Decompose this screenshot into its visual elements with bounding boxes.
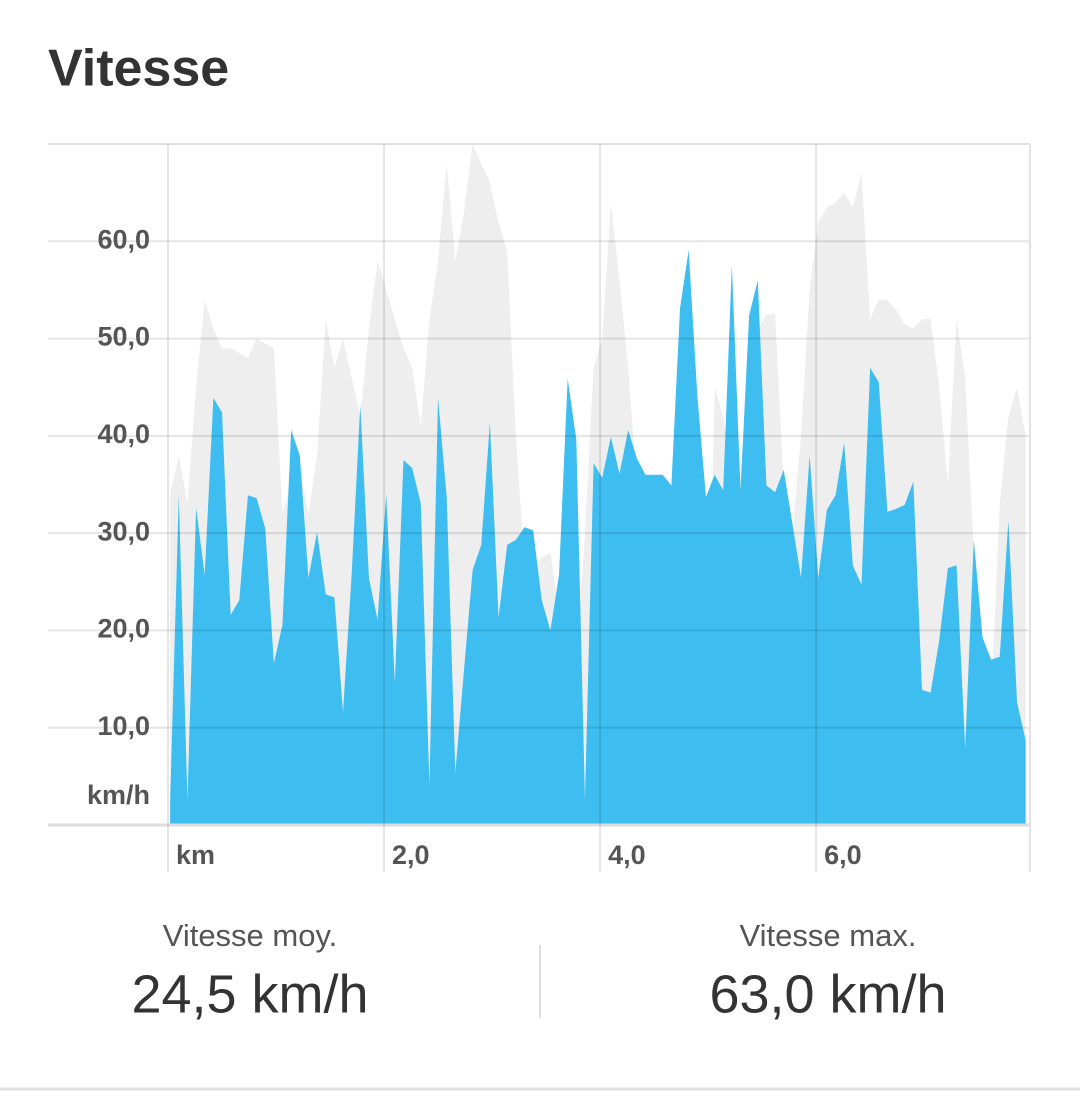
stat-value: 63,0 km/h <box>709 964 946 1024</box>
y-tick-label: 20,0 <box>97 614 150 644</box>
y-axis-label: km/h <box>87 780 150 810</box>
x-tick-label: 6,0 <box>824 840 862 870</box>
stat-label: Vitesse max. <box>740 918 917 953</box>
card-title: Vitesse <box>48 40 229 98</box>
x-tick-label: km <box>176 840 215 870</box>
y-tick-label: 40,0 <box>97 419 150 449</box>
x-tick-label: 4,0 <box>608 840 646 870</box>
y-tick-label: 50,0 <box>97 322 150 352</box>
y-tick-label: 60,0 <box>97 224 150 254</box>
stat-value: 24,5 km/h <box>131 964 368 1024</box>
x-tick-label: 2,0 <box>392 840 430 870</box>
stat-label: Vitesse moy. <box>163 918 338 953</box>
y-tick-label: 30,0 <box>97 516 150 546</box>
speed-area <box>170 250 1026 825</box>
y-tick-label: 10,0 <box>97 711 150 741</box>
